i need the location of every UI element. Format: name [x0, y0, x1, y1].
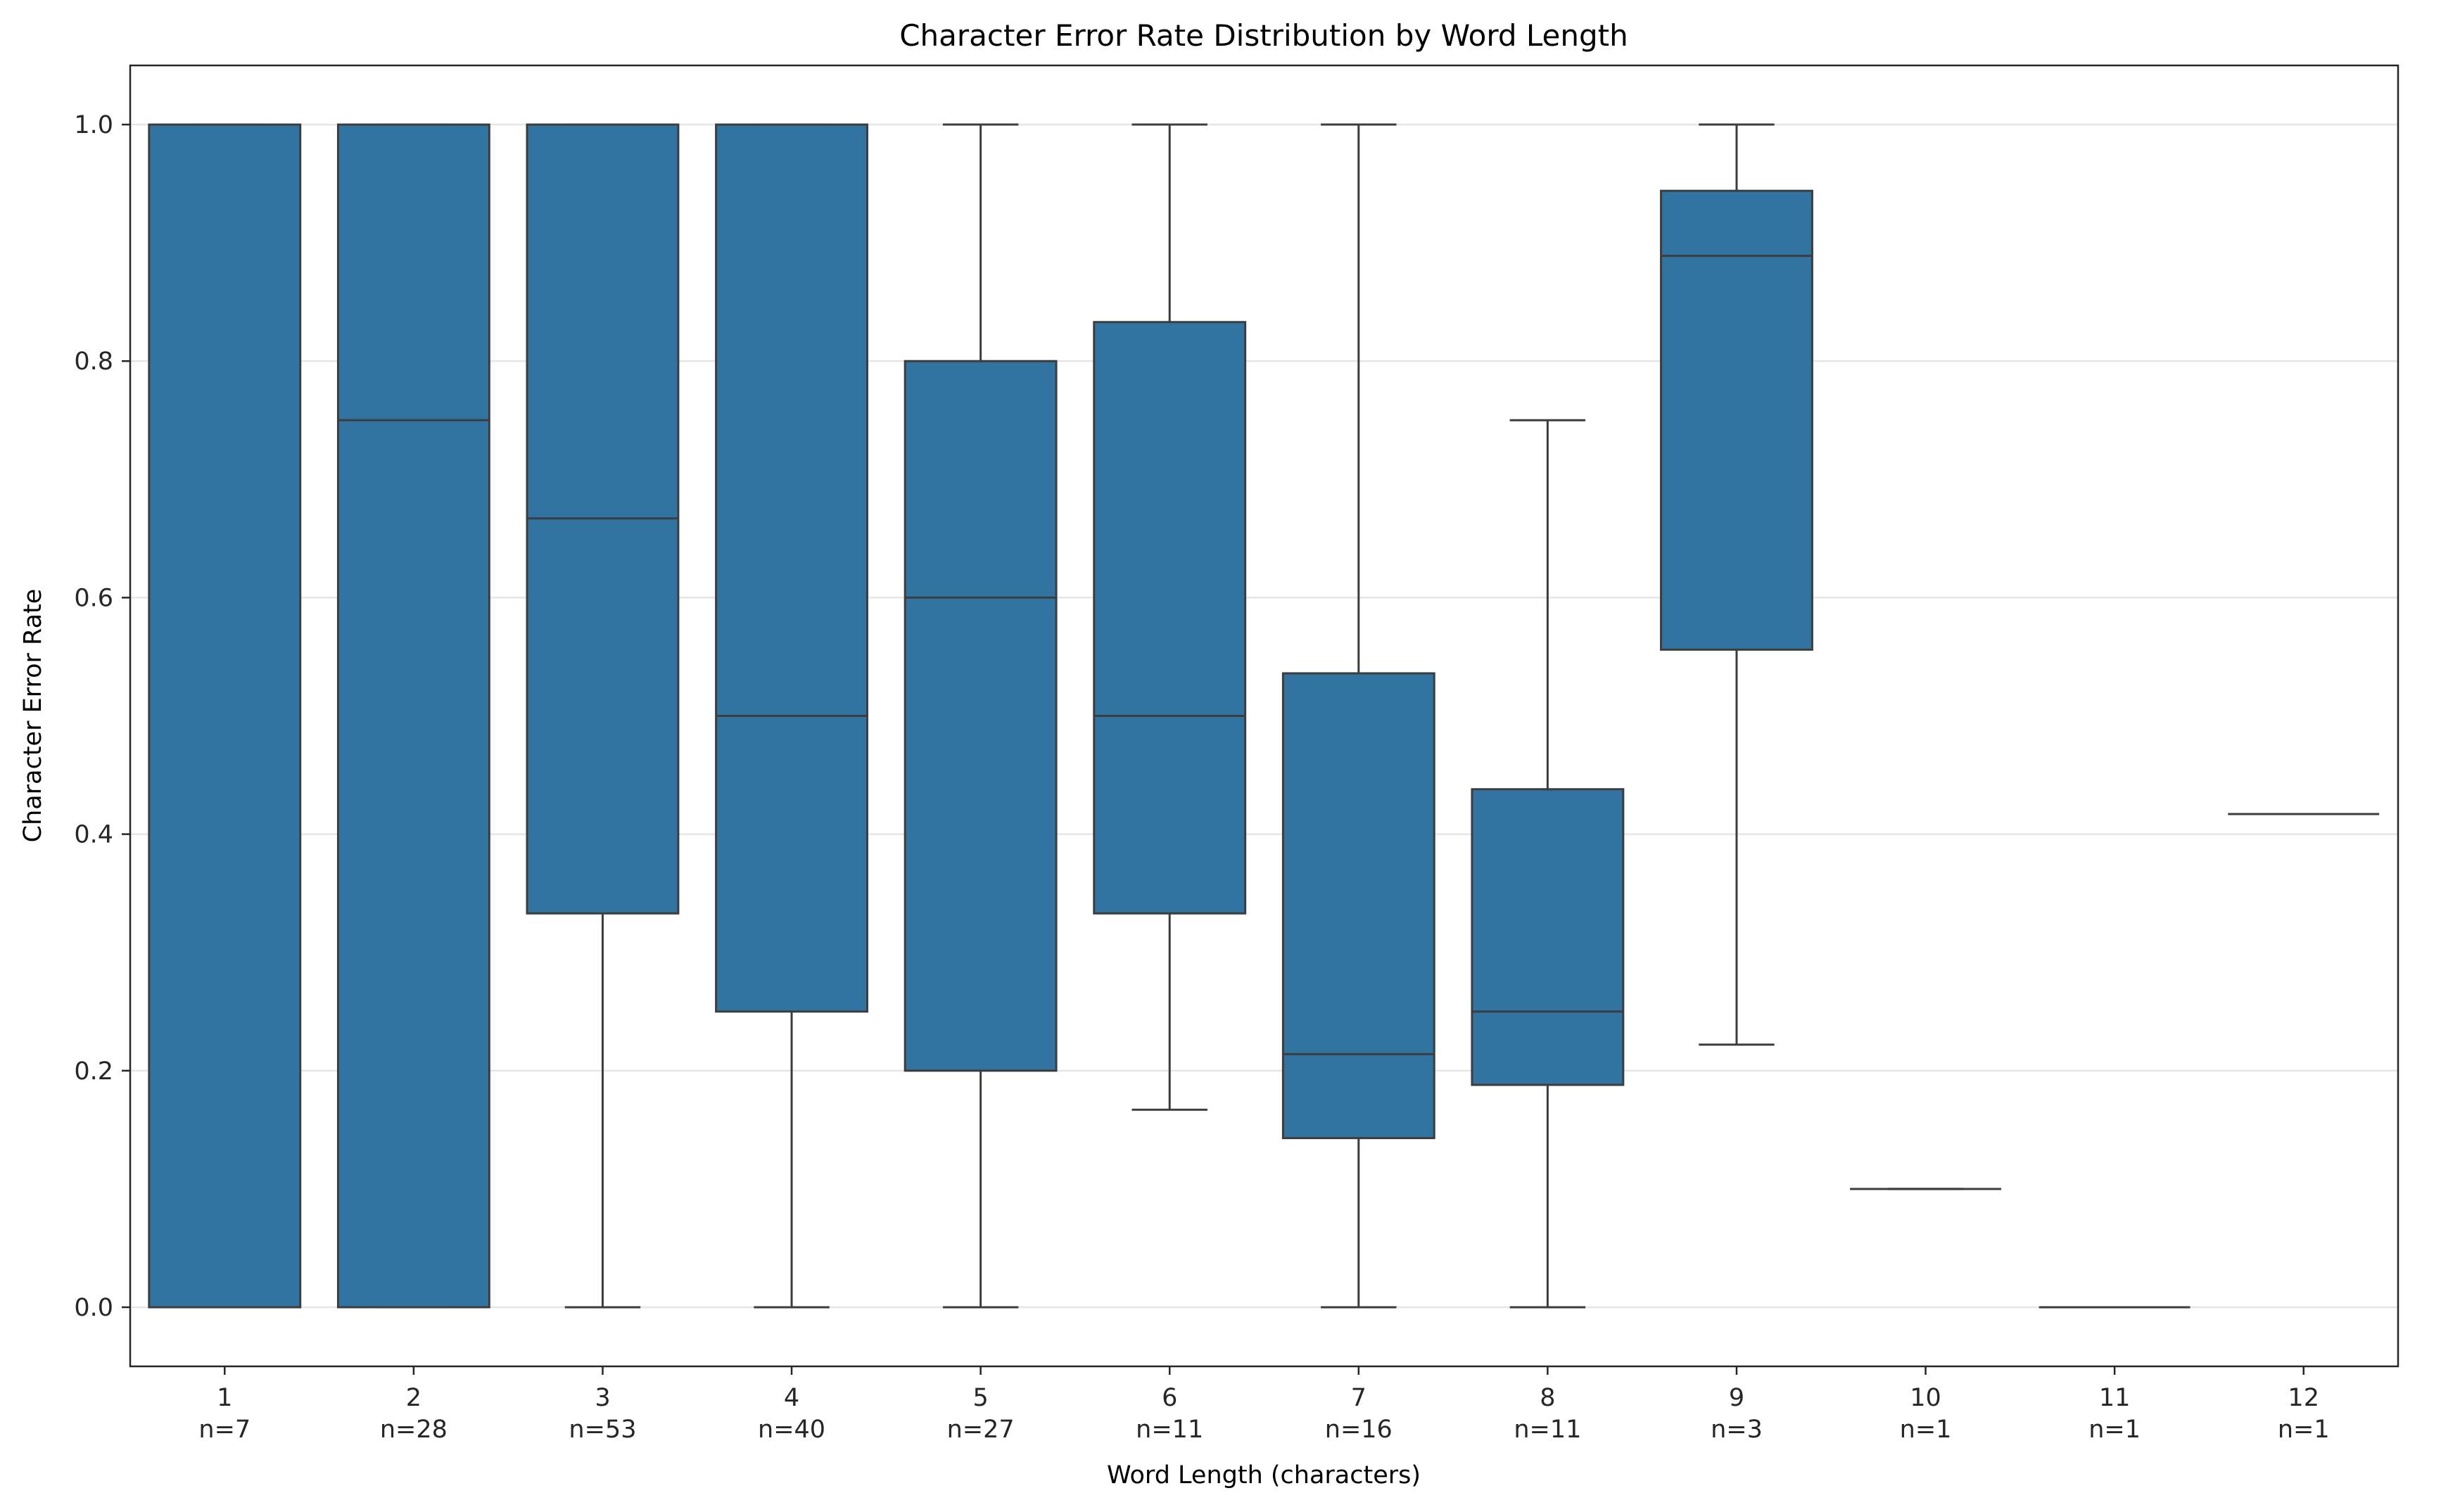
box-group-2: [336, 123, 490, 1309]
x-axis-label: Word Length (characters): [1107, 1461, 1421, 1489]
y-tick-label: 1.0: [74, 111, 113, 139]
y-axis-label: Character Error Rate: [19, 589, 47, 843]
box-group-5: [904, 123, 1058, 1309]
x-tick-count: n=1: [2278, 1416, 2330, 1444]
iqr-box: [1093, 321, 1247, 915]
iqr-box: [1660, 189, 1813, 651]
grid-lines: [130, 123, 2398, 1309]
plot-frame: [129, 64, 2399, 1368]
box-group-8: [1471, 419, 1625, 1309]
x-tick-count: n=11: [1136, 1416, 1203, 1444]
iqr-box: [1281, 672, 1435, 1140]
x-tick-count: n=53: [569, 1416, 636, 1444]
y-axis-ticks: 0.0 0.2 0.4 0.6 0.8 1.0: [74, 111, 130, 1322]
box-group-9: [1660, 123, 1813, 1046]
x-tick-count: n=1: [1900, 1416, 1952, 1444]
iqr-box: [904, 360, 1058, 1072]
x-tick-count: n=40: [758, 1416, 825, 1444]
x-tick-count: n=11: [1514, 1416, 1581, 1444]
iqr-box: [148, 123, 302, 1309]
x-tick-label: 12: [2288, 1384, 2319, 1412]
y-tick-label: 0.6: [74, 584, 113, 612]
box-group-1: [148, 123, 302, 1309]
x-tick-count: n=16: [1325, 1416, 1393, 1444]
x-tick-count: n=1: [2088, 1416, 2141, 1444]
x-tick-label: 11: [2099, 1384, 2131, 1412]
box-group-3: [526, 123, 680, 1309]
x-tick-label: 4: [784, 1384, 799, 1412]
x-tick-label: 3: [595, 1384, 610, 1412]
iqr-box: [715, 123, 868, 1013]
iqr-box: [336, 123, 490, 1309]
x-tick-label: 10: [1910, 1384, 1941, 1412]
x-tick-count: n=3: [1711, 1416, 1763, 1444]
y-tick-label: 0.8: [74, 348, 113, 376]
y-tick-label: 0.0: [74, 1294, 113, 1322]
box-group-6: [1093, 123, 1247, 1111]
box-group-7: [1281, 123, 1435, 1309]
y-tick-label: 0.4: [74, 821, 113, 849]
chart-title: Character Error Rate Distribution by Wor…: [899, 18, 1628, 53]
x-tick-count: n=28: [380, 1416, 448, 1444]
boxes: [148, 123, 2380, 1309]
x-tick-count: n=7: [198, 1416, 251, 1444]
x-tick-label: 2: [406, 1384, 421, 1412]
y-tick-label: 0.2: [74, 1057, 113, 1086]
x-tick-label: 9: [1729, 1384, 1744, 1412]
x-tick-label: 5: [972, 1384, 988, 1412]
x-axis-ticks: 1 n=7 2 n=28 3 n=53 4 n=40 5 n=27 6 n=11 7 n=16 8 n=11 9…: [198, 1366, 2330, 1444]
x-tick-label: 1: [217, 1384, 232, 1412]
x-tick-count: n=27: [947, 1416, 1015, 1444]
iqr-box: [1471, 788, 1625, 1086]
x-tick-label: 6: [1162, 1384, 1177, 1412]
x-tick-label: 7: [1351, 1384, 1367, 1412]
x-tick-label: 8: [1540, 1384, 1555, 1412]
box-group-4: [715, 123, 868, 1309]
